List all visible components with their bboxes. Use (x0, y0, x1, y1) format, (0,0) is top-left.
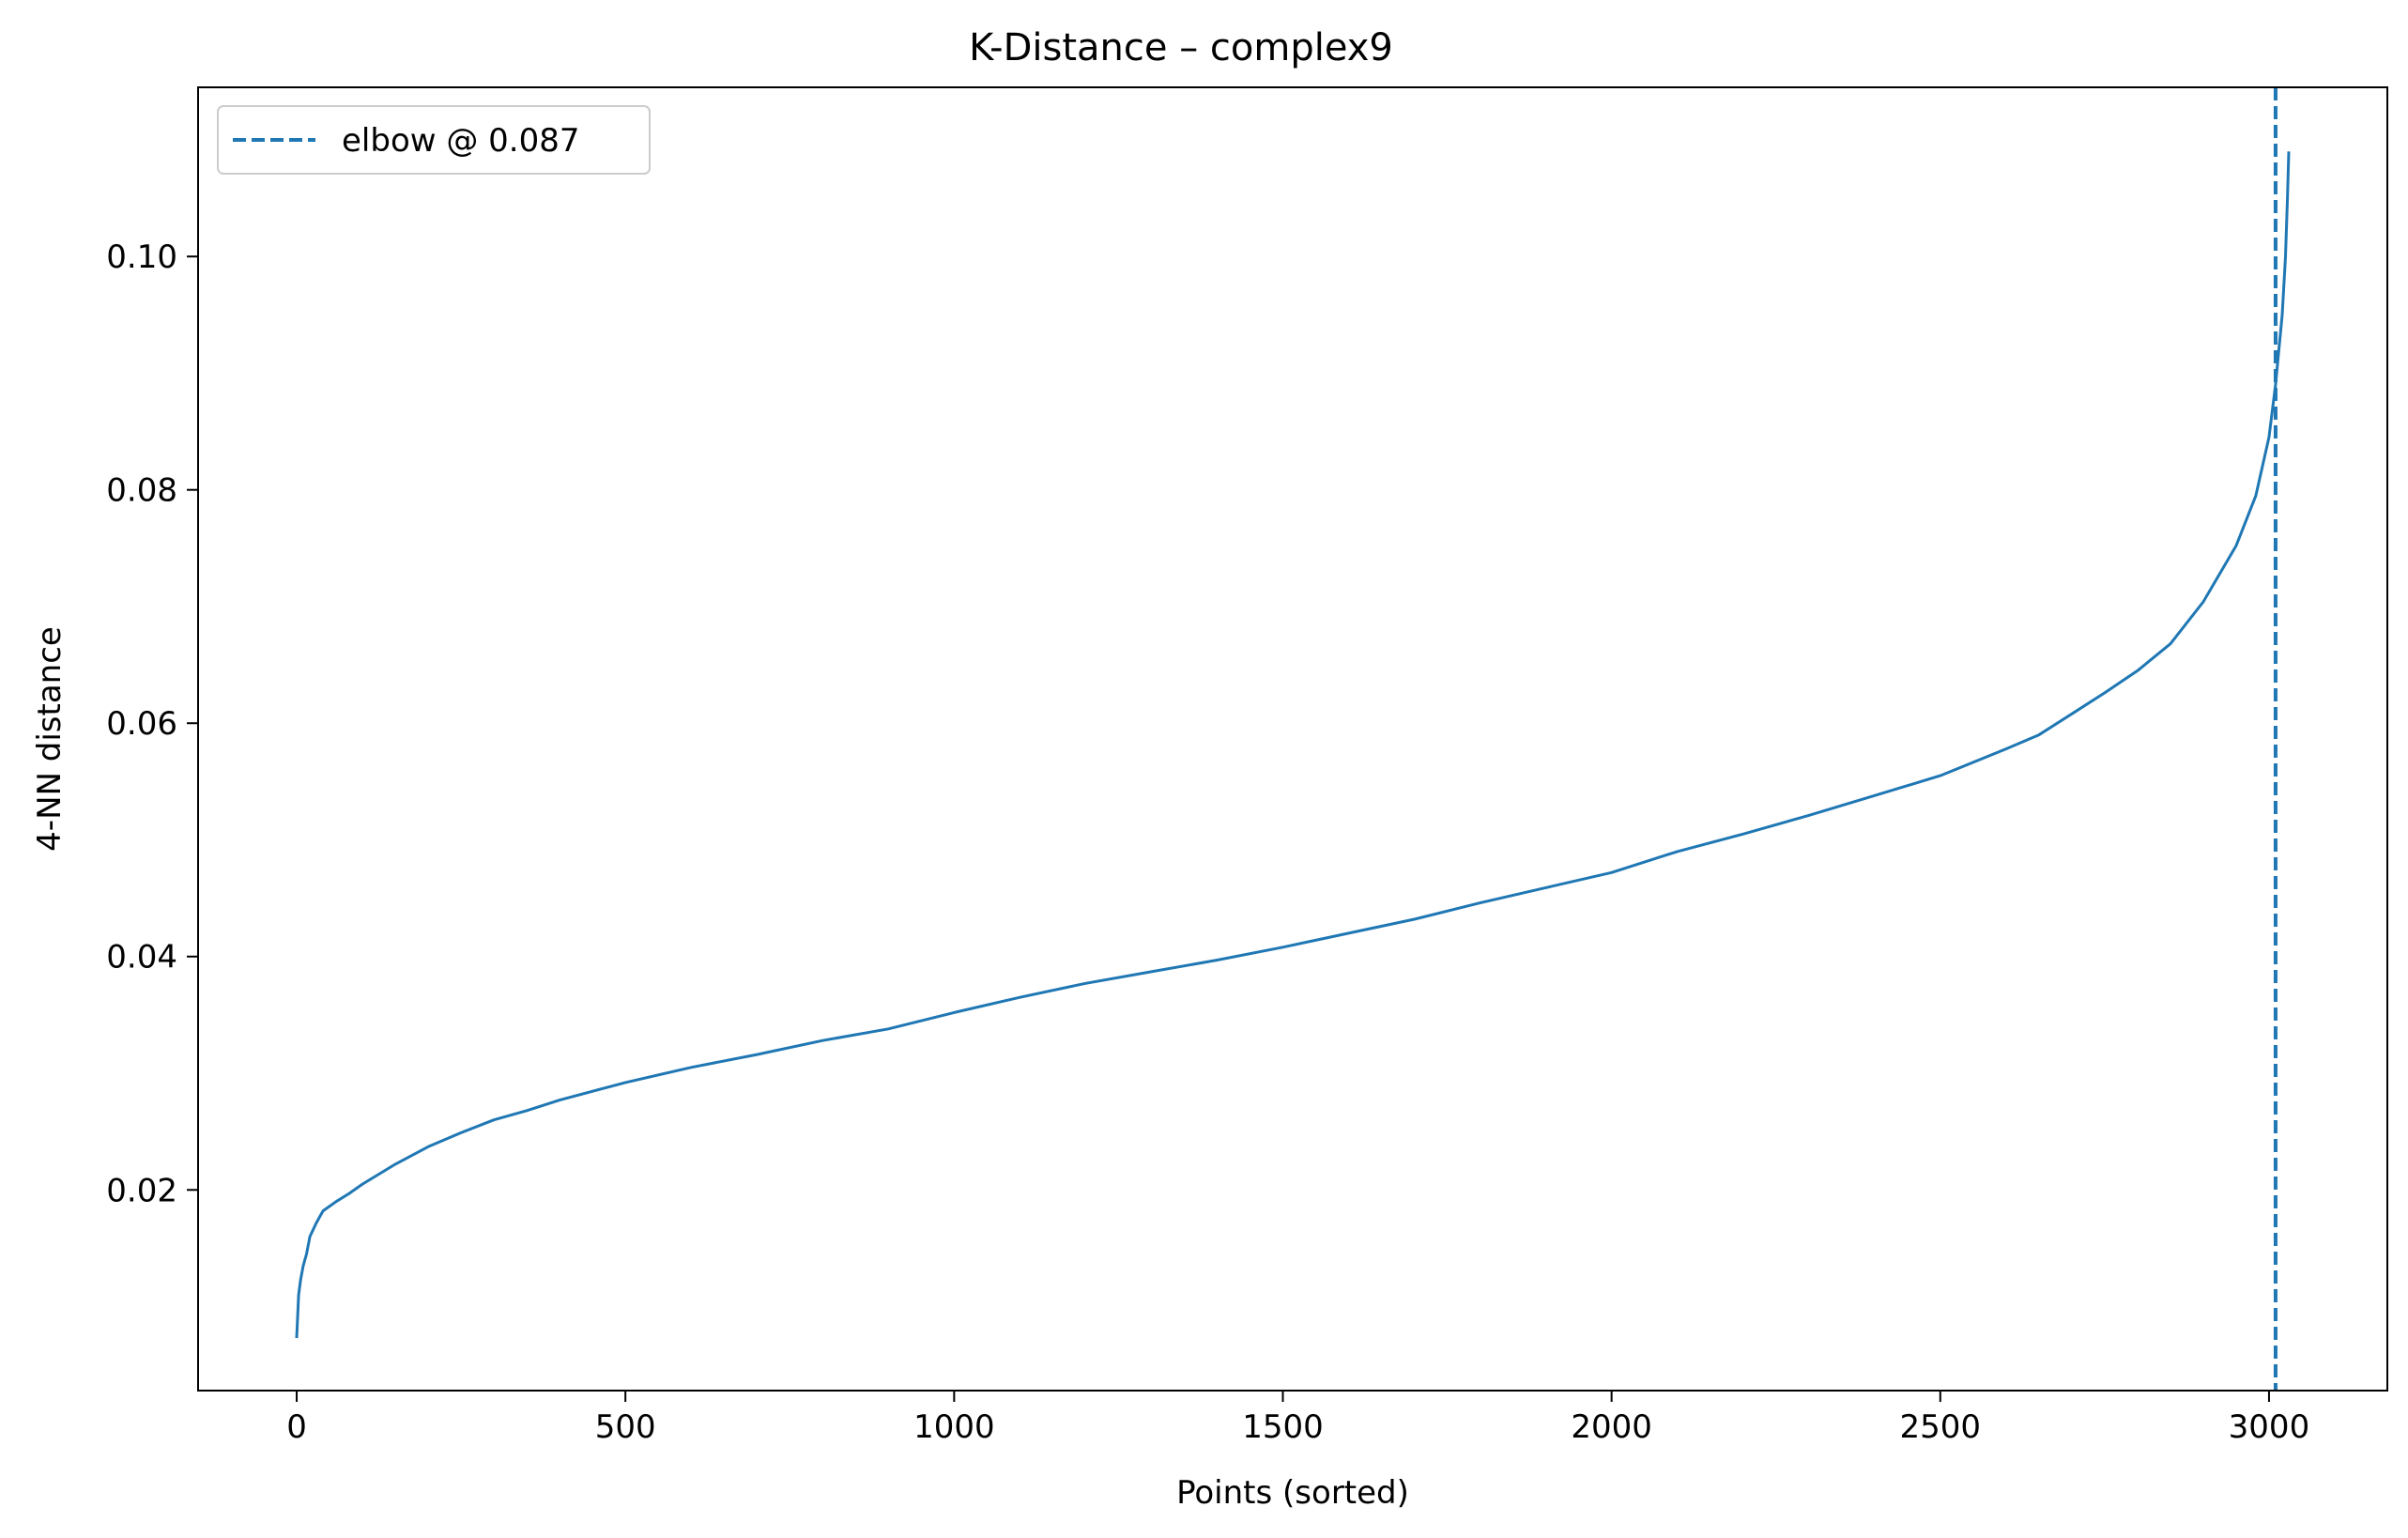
x-tick-label: 2500 (1900, 1408, 1982, 1446)
y-tick-label: 0.06 (106, 705, 177, 743)
legend-label: elbow @ 0.087 (342, 122, 580, 160)
series-line-0 (295, 151, 2291, 1339)
x-tick-label: 0 (286, 1408, 307, 1446)
x-tick-label: 1500 (1242, 1408, 1324, 1446)
x-axis-title: Points (sorted) (1176, 1474, 1409, 1512)
legend-box (217, 105, 651, 175)
y-tick-label: 0.04 (106, 939, 177, 977)
y-tick-label: 0.08 (106, 472, 177, 510)
plot-frame (197, 86, 2388, 1392)
chart-title: K-Distance – complex9 (969, 26, 1393, 69)
y-axis: 0.02 0.04 0.06 0.08 0.10 (106, 238, 198, 1209)
y-tick-label: 0.10 (106, 238, 177, 276)
x-tick-label: 1000 (913, 1408, 995, 1446)
legend: elbow @ 0.087 (217, 105, 651, 175)
series-layer (295, 87, 2291, 1391)
x-tick-label: 2000 (1571, 1408, 1652, 1446)
plot-area (295, 87, 2291, 1391)
y-tick-label: 0.02 (106, 1172, 177, 1209)
x-tick-label: 500 (595, 1408, 656, 1446)
x-tick-label: 3000 (2229, 1408, 2310, 1446)
y-axis-title: 4-NN distance (31, 626, 69, 852)
x-axis: 0 500 1000 1500 2000 2500 3000 (286, 1391, 2309, 1446)
